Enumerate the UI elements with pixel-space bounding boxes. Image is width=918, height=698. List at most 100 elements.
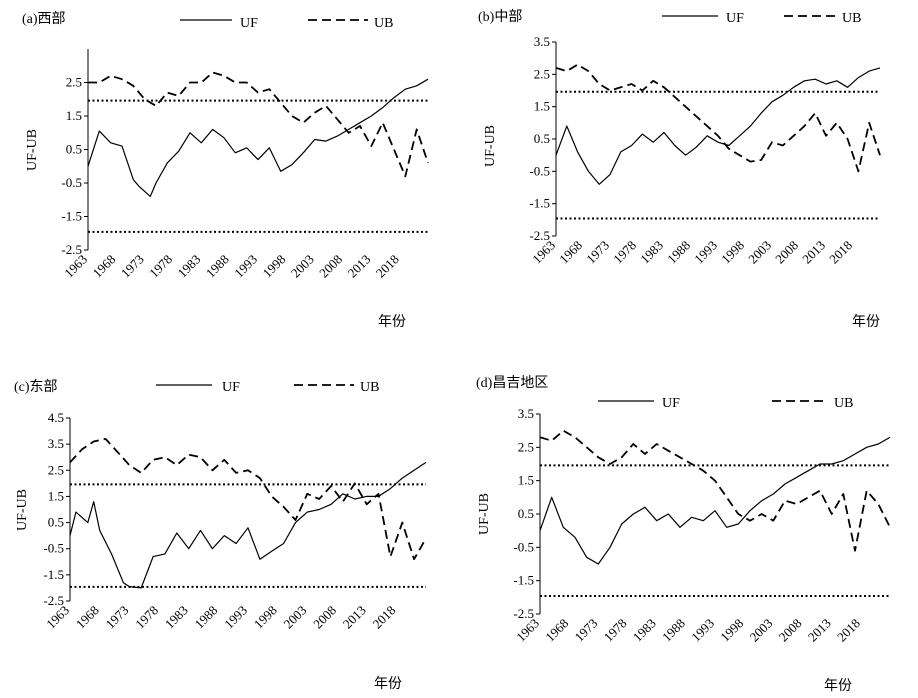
x-tick-label: 1978 <box>610 238 639 267</box>
x-tick-label: 2018 <box>826 238 855 267</box>
x-tick-label: 2013 <box>805 616 834 645</box>
y-tick-label: -1.5 <box>43 567 64 582</box>
y-tick-label: 2.5 <box>534 66 550 81</box>
y-axis-label: UF-UB <box>15 489 30 531</box>
x-tick-label: 1993 <box>691 238 720 267</box>
x-axis-label: 年份 <box>374 676 402 692</box>
x-tick-label: 1968 <box>89 252 118 281</box>
chart-title: (d)昌吉地区 <box>476 375 548 391</box>
chart-title: (c)东部 <box>14 379 58 395</box>
x-tick-label: 1988 <box>659 616 688 645</box>
y-tick-label: -0.5 <box>513 539 534 554</box>
y-tick-label: -0.5 <box>529 163 550 178</box>
y-tick-label: -2.5 <box>61 242 82 257</box>
y-tick-label: -1.5 <box>529 196 550 211</box>
x-tick-label: 1973 <box>118 252 147 281</box>
x-tick-label: 2003 <box>746 616 775 645</box>
x-tick-label: 2018 <box>373 252 402 281</box>
x-tick-label: 1988 <box>191 603 220 632</box>
x-tick-label: 1973 <box>102 603 131 632</box>
y-tick-label: -0.5 <box>61 175 82 190</box>
x-tick-label: 2003 <box>288 252 317 281</box>
x-tick-label: 2008 <box>772 238 801 267</box>
series-line-ub <box>555 63 881 173</box>
y-tick-label: 3.5 <box>48 436 64 451</box>
y-tick-label: 2.5 <box>48 462 64 477</box>
y-axis-label: UF-UB <box>25 129 40 171</box>
x-tick-label: 1973 <box>571 616 600 645</box>
x-tick-label: 2018 <box>369 603 398 632</box>
legend-ub-label: UB <box>360 380 379 395</box>
y-tick-label: 1.5 <box>66 108 82 123</box>
x-tick-label: 2008 <box>316 252 345 281</box>
series-line-uf <box>69 461 427 589</box>
x-tick-label: 1983 <box>637 238 666 267</box>
series-line-ub <box>69 437 427 561</box>
y-tick-label: -2.5 <box>43 593 64 608</box>
x-tick-label: 1978 <box>146 252 175 281</box>
y-tick-label: 2.5 <box>518 439 534 454</box>
series-line-uf <box>87 78 429 197</box>
x-tick-label: 2008 <box>776 616 805 645</box>
y-tick-label: -2.5 <box>529 228 550 243</box>
x-tick-label: 1983 <box>162 603 191 632</box>
x-tick-label: 2013 <box>344 252 373 281</box>
x-axis-label: 年份 <box>824 678 852 694</box>
legend-uf-label: UF <box>222 380 240 395</box>
y-tick-label: 4.5 <box>48 410 64 425</box>
series-line-ub <box>88 71 429 178</box>
chart-panel-3: (c)东部 UF-UB 年份 UF UB -2.5 -1.5 -0.5 0.5 1.5 2.5 3.5… <box>14 379 427 692</box>
x-tick-label: 2008 <box>310 603 339 632</box>
y-tick-label: 2.5 <box>66 75 82 90</box>
y-tick-label: 1.5 <box>534 99 550 114</box>
x-tick-label: 1983 <box>630 616 659 645</box>
chart-title: (a)西部 <box>22 11 66 27</box>
legend-uf-label: UF <box>240 16 258 31</box>
x-tick-label: 1988 <box>203 252 232 281</box>
legend-ub-label: UB <box>834 396 853 411</box>
chart-panel-2: (b)中部 UF-UB 年份 UF UB -2.5 -1.5 -0.5 0.5 1.5 2.5 3.5… <box>478 9 881 330</box>
chart-panel-1: (a)西部 UF-UB 年份 UF UB -2.5 -1.5 -0.5 0.5 1.5 2.5 196… <box>22 11 429 330</box>
x-axis-label: 年份 <box>852 314 880 330</box>
x-tick-label: 1993 <box>221 603 250 632</box>
x-tick-label: 1968 <box>556 238 585 267</box>
y-tick-label: 0.5 <box>534 131 550 146</box>
x-tick-label: 2003 <box>745 238 774 267</box>
x-tick-label: 2013 <box>340 603 369 632</box>
y-tick-label: 3.5 <box>518 406 534 421</box>
series-line-ub <box>539 429 891 552</box>
series-line-uf <box>555 67 881 185</box>
series-line-uf <box>539 436 891 565</box>
legend-uf-label: UF <box>726 11 744 26</box>
x-tick-label: 1978 <box>132 603 161 632</box>
y-tick-label: -2.5 <box>513 606 534 621</box>
x-tick-label: 1993 <box>231 252 260 281</box>
y-tick-label: -1.5 <box>513 573 534 588</box>
x-tick-label: 1973 <box>583 238 612 267</box>
y-tick-label: -1.5 <box>61 209 82 224</box>
x-tick-label: 1993 <box>688 616 717 645</box>
x-tick-label: 1998 <box>251 603 280 632</box>
chart-title: (b)中部 <box>478 9 522 25</box>
x-tick-label: 2013 <box>799 238 828 267</box>
y-tick-label: 0.5 <box>518 506 534 521</box>
x-tick-label: 2003 <box>280 603 309 632</box>
y-axis-label: UF-UB <box>483 125 498 167</box>
x-tick-label: 1983 <box>174 252 203 281</box>
legend-uf-label: UF <box>662 396 680 411</box>
y-tick-label: 1.5 <box>48 488 64 503</box>
y-axis-label: UF-UB <box>477 493 492 535</box>
y-tick-label: 3.5 <box>534 34 550 49</box>
x-tick-label: 1968 <box>542 616 571 645</box>
x-tick-label: 1998 <box>718 238 747 267</box>
legend-ub-label: UB <box>842 11 861 26</box>
y-tick-label: 1.5 <box>518 473 534 488</box>
y-tick-label: 0.5 <box>66 142 82 157</box>
legend-ub-label: UB <box>374 16 393 31</box>
x-tick-label: 1968 <box>73 603 102 632</box>
y-tick-label: 0.5 <box>48 515 64 530</box>
x-axis-label: 年份 <box>378 314 406 330</box>
chart-panel-4: (d)昌吉地区 UF-UB 年份 UF UB -2.5 -1.5 -0.5 0.5 1.5 2.5 3… <box>476 375 891 694</box>
x-tick-label: 1988 <box>664 238 693 267</box>
